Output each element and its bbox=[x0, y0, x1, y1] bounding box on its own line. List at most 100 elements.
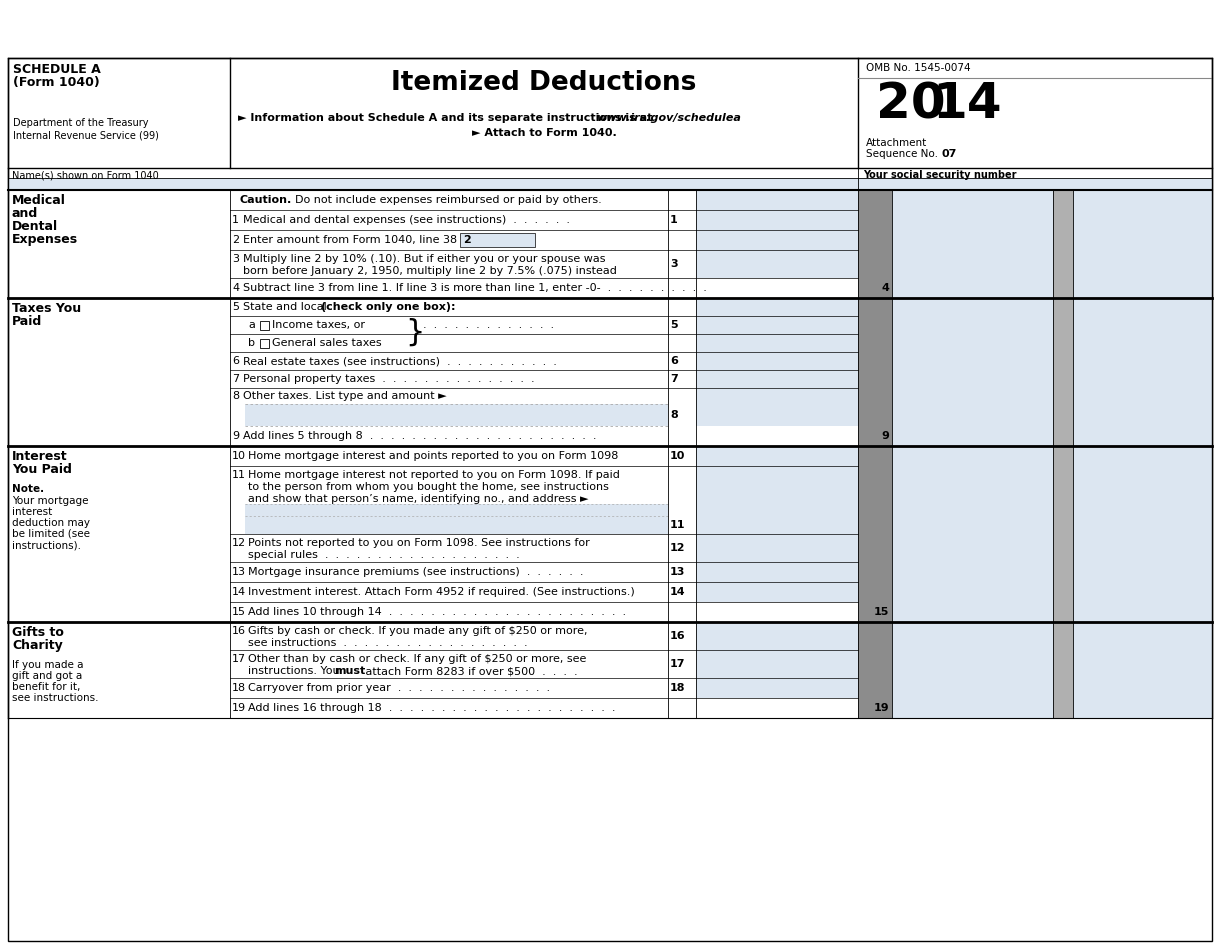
Text: 10: 10 bbox=[232, 451, 246, 461]
Bar bbox=[858, 178, 1211, 190]
Text: 9: 9 bbox=[232, 431, 239, 441]
Bar bbox=[1053, 334, 1074, 352]
Bar bbox=[695, 210, 858, 230]
Bar bbox=[1053, 316, 1074, 334]
Text: Personal property taxes  .  .  .  .  .  .  .  .  .  .  .  .  .  .  .: Personal property taxes . . . . . . . . … bbox=[243, 374, 534, 384]
Text: Expenses: Expenses bbox=[12, 233, 78, 246]
Text: General sales taxes: General sales taxes bbox=[272, 338, 382, 348]
Text: Internal Revenue Service (99): Internal Revenue Service (99) bbox=[13, 130, 159, 140]
Bar bbox=[1074, 210, 1211, 230]
Bar bbox=[695, 190, 858, 210]
Text: 6: 6 bbox=[232, 356, 239, 366]
Text: Carryover from prior year  .  .  .  .  .  .  .  .  .  .  .  .  .  .  .: Carryover from prior year . . . . . . . … bbox=[248, 683, 550, 693]
Bar bbox=[1074, 582, 1211, 602]
Bar bbox=[1074, 298, 1211, 316]
Bar bbox=[858, 698, 892, 718]
Bar bbox=[858, 352, 892, 370]
Bar bbox=[892, 650, 1053, 678]
Text: Charity: Charity bbox=[12, 639, 62, 652]
Text: deduction may: deduction may bbox=[12, 518, 90, 528]
Bar bbox=[695, 230, 858, 250]
Bar bbox=[892, 370, 1053, 388]
Bar bbox=[892, 622, 1053, 650]
Text: and: and bbox=[12, 207, 38, 220]
Text: 16: 16 bbox=[670, 631, 686, 641]
Text: 4: 4 bbox=[232, 283, 239, 293]
Bar bbox=[1053, 446, 1074, 466]
Bar bbox=[9, 178, 858, 190]
Text: Sequence No.: Sequence No. bbox=[866, 149, 942, 159]
Bar bbox=[1053, 650, 1074, 678]
Text: Your mortgage: Your mortgage bbox=[12, 496, 89, 506]
Bar bbox=[1074, 602, 1211, 622]
Text: born before January 2, 1950, multiply line 2 by 7.5% (.075) instead: born before January 2, 1950, multiply li… bbox=[243, 266, 617, 276]
Bar bbox=[1074, 426, 1211, 446]
Bar bbox=[1074, 352, 1211, 370]
Bar bbox=[1074, 516, 1211, 534]
Bar bbox=[892, 582, 1053, 602]
Bar bbox=[892, 698, 1053, 718]
Bar bbox=[1074, 650, 1211, 678]
Bar bbox=[892, 352, 1053, 370]
Text: Department of the Treasury: Department of the Treasury bbox=[13, 118, 149, 128]
Bar bbox=[1074, 622, 1211, 650]
Text: 13: 13 bbox=[232, 567, 246, 577]
Bar bbox=[892, 230, 1053, 250]
Text: Add lines 5 through 8  .  .  .  .  .  .  .  .  .  .  .  .  .  .  .  .  .  .  .  : Add lines 5 through 8 . . . . . . . . . … bbox=[243, 431, 597, 441]
Text: Add lines 10 through 14  .  .  .  .  .  .  .  .  .  .  .  .  .  .  .  .  .  .  .: Add lines 10 through 14 . . . . . . . . … bbox=[248, 607, 626, 617]
Text: State and local: State and local bbox=[243, 302, 331, 312]
Text: Attachment: Attachment bbox=[866, 138, 927, 148]
Text: 15: 15 bbox=[232, 607, 246, 617]
Text: be limited (see: be limited (see bbox=[12, 529, 90, 539]
Bar bbox=[1074, 466, 1211, 516]
Text: (check only one box):: (check only one box): bbox=[321, 302, 455, 312]
Text: 16: 16 bbox=[232, 626, 246, 636]
Bar bbox=[892, 466, 1053, 516]
Bar bbox=[695, 388, 858, 404]
Bar bbox=[892, 210, 1053, 230]
Bar bbox=[1053, 278, 1074, 298]
Bar bbox=[858, 334, 892, 352]
Text: Real estate taxes (see instructions)  .  .  .  .  .  .  .  .  .  .  .: Real estate taxes (see instructions) . .… bbox=[243, 356, 556, 366]
Text: 17: 17 bbox=[232, 654, 246, 664]
Text: Name(s) shown on Form 1040: Name(s) shown on Form 1040 bbox=[12, 170, 159, 180]
Bar bbox=[695, 562, 858, 582]
Bar bbox=[1074, 370, 1211, 388]
Text: 10: 10 bbox=[670, 451, 686, 461]
Text: interest: interest bbox=[12, 507, 52, 517]
Bar bbox=[892, 426, 1053, 446]
Text: Mortgage insurance premiums (see instructions)  .  .  .  .  .  .: Mortgage insurance premiums (see instruc… bbox=[248, 567, 583, 577]
Text: attach Form 8283 if over $500  .  .  .  .: attach Form 8283 if over $500 . . . . bbox=[362, 666, 577, 676]
Text: 8: 8 bbox=[232, 391, 239, 401]
Text: 6: 6 bbox=[670, 356, 678, 366]
Bar bbox=[695, 352, 858, 370]
Text: Caution.: Caution. bbox=[240, 195, 293, 205]
Bar bbox=[858, 370, 892, 388]
Bar bbox=[892, 602, 1053, 622]
Text: gift and got a: gift and got a bbox=[12, 671, 82, 681]
Text: instructions).: instructions). bbox=[12, 540, 81, 550]
Bar bbox=[858, 582, 892, 602]
Bar bbox=[1053, 534, 1074, 562]
Bar bbox=[892, 278, 1053, 298]
Bar bbox=[695, 678, 858, 698]
Bar bbox=[1053, 190, 1074, 210]
Text: .  .  .  .  .  .  .  .  .  .  .  .  .: . . . . . . . . . . . . . bbox=[423, 320, 554, 330]
Bar bbox=[695, 250, 858, 278]
Bar bbox=[260, 339, 268, 348]
Text: ► Information about Schedule A and its separate instructions is at: ► Information about Schedule A and its s… bbox=[238, 113, 656, 123]
Bar bbox=[1053, 698, 1074, 718]
Bar bbox=[892, 298, 1053, 316]
Bar bbox=[892, 516, 1053, 534]
Bar bbox=[892, 404, 1053, 426]
Bar bbox=[1074, 698, 1211, 718]
Bar bbox=[1074, 404, 1211, 426]
Bar bbox=[892, 678, 1053, 698]
Text: Other taxes. List type and amount ►: Other taxes. List type and amount ► bbox=[243, 391, 447, 401]
Text: 14: 14 bbox=[932, 80, 1002, 128]
Bar bbox=[1053, 404, 1074, 426]
Bar bbox=[695, 316, 858, 334]
Text: Interest: Interest bbox=[12, 450, 67, 463]
Bar bbox=[858, 404, 892, 426]
Bar bbox=[858, 250, 892, 278]
